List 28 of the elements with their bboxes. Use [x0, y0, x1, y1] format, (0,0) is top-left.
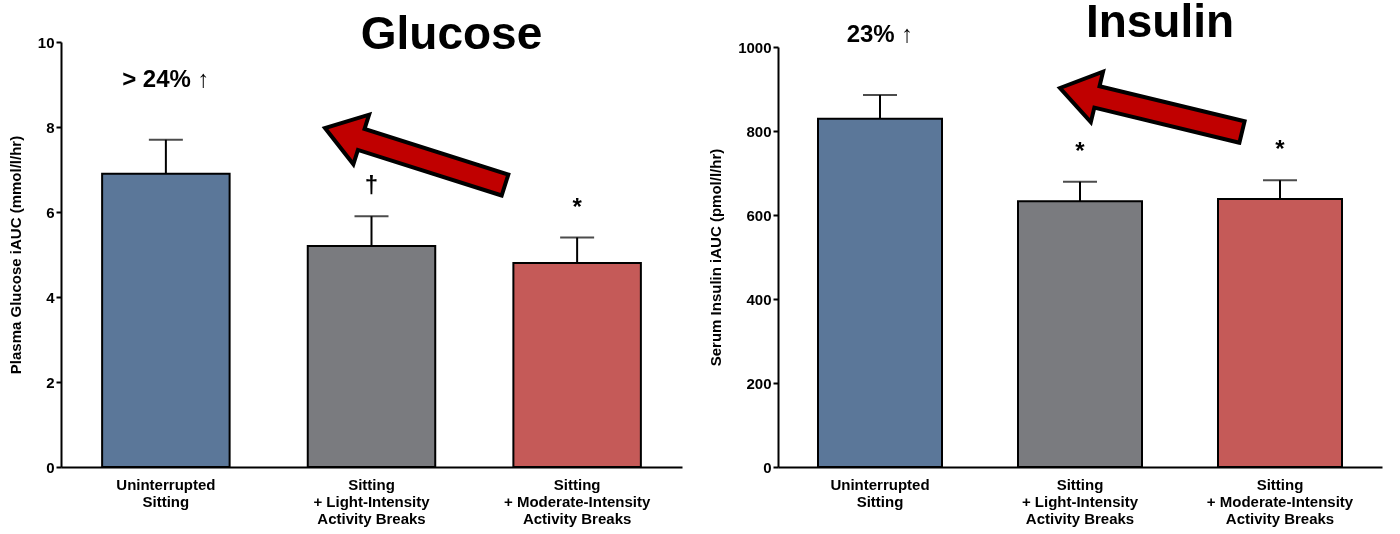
annotation: *	[1275, 135, 1286, 163]
x-tick-label: Sitting + Light-Intensity Activity Breaks	[313, 475, 431, 527]
y-tick-label: 0	[763, 458, 772, 476]
y-tick-label: 2	[46, 373, 55, 391]
x-tick-label: Sitting + Light-Intensity Activity Breaks	[1021, 475, 1139, 527]
text: 23% ↑	[846, 19, 914, 47]
annotation: *	[1075, 136, 1086, 164]
annotation: †	[364, 171, 379, 199]
y-tick-label: 10	[37, 33, 55, 51]
y-tick-label: 400	[746, 290, 772, 308]
y-tick-label: 6	[46, 203, 55, 221]
chart-title: Glucose	[360, 7, 543, 59]
y-axis-title: Plasma Glucose iAUC (mmol/l/hr)	[6, 135, 24, 375]
annotation: > 24% ↑	[122, 64, 210, 92]
annotation: *	[572, 192, 583, 220]
y-tick-label: 4	[46, 288, 56, 306]
y-tick-label: 200	[746, 374, 772, 392]
x-tick-label: Uninterrupted Sitting	[116, 475, 216, 510]
chart-title: Insulin	[1085, 0, 1235, 47]
y-axis-title: Serum Insulin iAUC (pmol/l/hr)	[707, 148, 725, 367]
y-tick-label: 600	[746, 206, 772, 224]
x-tick-label: Sitting + Moderate-Intensity Activity Breaks	[1206, 475, 1354, 527]
y-tick-label: 8	[46, 118, 55, 136]
y-tick-label: 1000	[738, 38, 772, 56]
y-tick-label: 0	[46, 458, 55, 476]
x-tick-label: Uninterrupted Sitting	[830, 475, 930, 510]
y-tick-label: 800	[746, 122, 772, 140]
x-tick-label: Sitting + Moderate-Intensity Activity Breaks	[503, 475, 651, 527]
